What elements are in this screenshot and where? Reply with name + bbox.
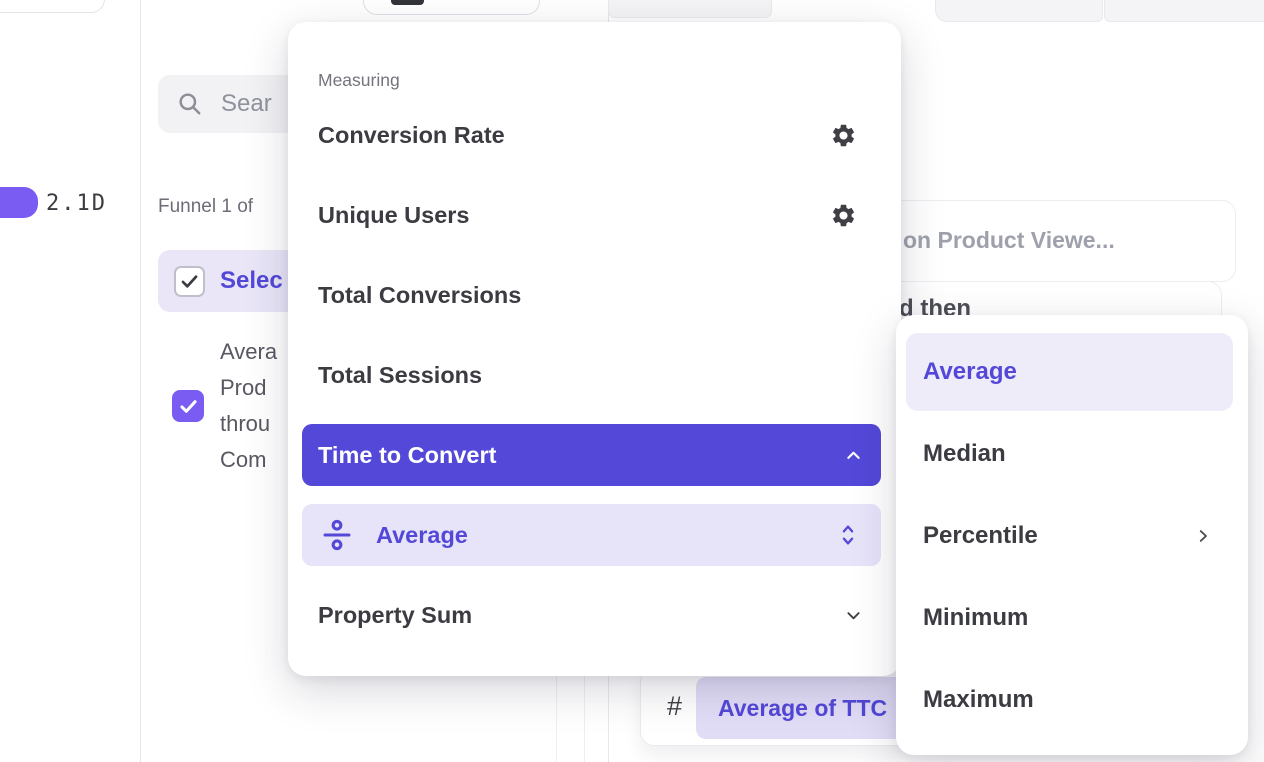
agg-item-label: Percentile — [923, 522, 1038, 549]
numeric-type-symbol: # — [667, 691, 683, 721]
toolbar-button[interactable] — [363, 0, 540, 15]
chevron-up-icon — [844, 446, 863, 465]
funnel-select-row[interactable]: Selec — [158, 250, 298, 312]
agg-item-minimum[interactable]: Minimum — [896, 579, 1248, 657]
panel-divider-left — [140, 0, 141, 762]
average-divide-icon — [320, 518, 354, 552]
select-row-label: Selec — [220, 267, 283, 294]
agg-item-label: Average — [923, 358, 1017, 385]
metric-card: # Average of TTC — [640, 668, 912, 746]
header-tab-segment-2[interactable] — [935, 0, 1103, 22]
menu-item-label: Total Sessions — [318, 361, 483, 388]
checkmark-icon — [179, 399, 197, 413]
search-input[interactable] — [221, 90, 301, 118]
dropdown-section-header: Measuring — [318, 70, 400, 90]
agg-item-average[interactable]: Average — [906, 333, 1233, 411]
menu-item-label: Total Conversions — [318, 281, 522, 308]
agg-item-label: Maximum — [923, 686, 1034, 713]
table-column-divider-1 — [556, 676, 557, 762]
select-checkbox[interactable] — [174, 265, 205, 297]
header-tab-segment-1[interactable] — [608, 0, 772, 18]
measuring-dropdown: Measuring Conversion Rate Unique Users T… — [288, 22, 901, 676]
agg-item-median[interactable]: Median — [896, 415, 1248, 493]
chevron-down-icon — [844, 606, 863, 625]
menu-item-label: Average — [376, 521, 468, 548]
funnel-count-label: Funnel 1 of — [158, 196, 254, 217]
menu-item-label: Time to Convert — [318, 441, 497, 468]
funnel-step-duration-label: 2.1D — [46, 191, 107, 216]
agg-item-percentile[interactable]: Percentile — [896, 497, 1248, 575]
step-description: Avera Prod throu Com — [220, 339, 278, 472]
menu-item-unique-users[interactable]: Unique Users — [288, 184, 901, 246]
header-tab-segment-3[interactable] — [1104, 0, 1264, 22]
menu-item-label: Unique Users — [318, 201, 470, 228]
chevron-right-icon — [1194, 527, 1212, 545]
menu-item-label: Property Sum — [318, 601, 473, 628]
agg-item-maximum[interactable]: Maximum — [896, 661, 1248, 739]
menu-item-label: Conversion Rate — [318, 121, 505, 148]
menu-item-average-suboption[interactable]: Average — [302, 504, 881, 566]
metric-pill[interactable]: Average of TTC — [696, 677, 912, 739]
settings-gear-icon[interactable] — [830, 122, 857, 149]
updown-chevron-icon — [837, 522, 859, 548]
menu-item-property-sum[interactable]: Property Sum — [288, 584, 901, 646]
funnel-step-color-badge — [0, 187, 38, 218]
checkmark-icon — [181, 274, 198, 288]
search-field[interactable] — [158, 75, 308, 133]
menu-item-time-to-convert[interactable]: Time to Convert — [302, 424, 881, 486]
menu-item-total-conversions[interactable]: Total Conversions — [288, 264, 901, 326]
agg-item-label: Median — [923, 440, 1006, 467]
aggregation-dropdown: Average Median Percentile Minimum Maximu… — [896, 315, 1248, 755]
table-column-divider-2 — [584, 676, 585, 762]
metric-pill-label: Average of TTC — [718, 694, 888, 721]
menu-item-conversion-rate[interactable]: Conversion Rate — [288, 104, 901, 166]
menu-item-total-sessions[interactable]: Total Sessions — [288, 344, 901, 406]
agg-item-label: Minimum — [923, 604, 1029, 631]
background-card-topleft — [0, 0, 105, 13]
toolbar-button-icon — [391, 0, 424, 5]
event-name-label: on Product Viewe... — [903, 227, 1115, 253]
search-icon — [177, 91, 203, 117]
step-checkbox[interactable] — [172, 390, 204, 422]
settings-gear-icon[interactable] — [830, 202, 857, 229]
event-selector-card[interactable]: on Product Viewe... — [876, 200, 1236, 282]
